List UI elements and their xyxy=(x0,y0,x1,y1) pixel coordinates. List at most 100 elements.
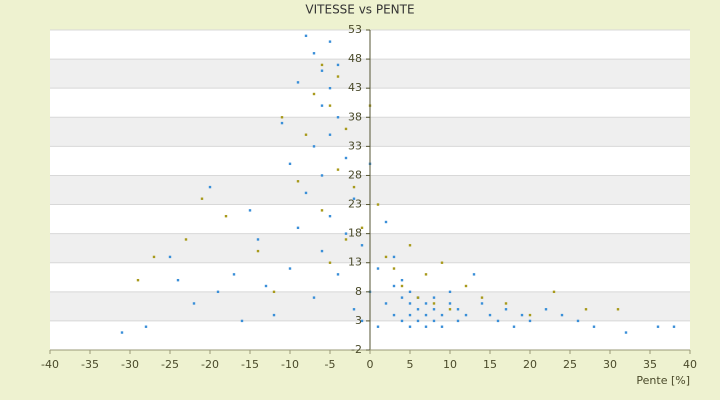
point xyxy=(488,313,492,317)
point xyxy=(320,249,324,253)
point xyxy=(384,302,388,305)
point xyxy=(336,116,340,119)
point xyxy=(136,278,140,282)
point xyxy=(384,255,388,259)
point xyxy=(240,319,244,323)
point xyxy=(448,308,452,311)
point xyxy=(264,284,268,288)
point xyxy=(424,313,428,317)
point xyxy=(512,325,516,328)
point xyxy=(328,40,332,43)
point xyxy=(360,244,364,247)
point xyxy=(272,313,276,317)
point xyxy=(320,209,324,212)
x-tick-label: -10 xyxy=(281,358,299,371)
point xyxy=(432,296,436,299)
point xyxy=(168,255,172,259)
point xyxy=(400,319,404,323)
point xyxy=(336,168,340,171)
point xyxy=(344,238,348,241)
point xyxy=(304,191,308,195)
point xyxy=(400,284,404,288)
point xyxy=(392,284,396,288)
point xyxy=(464,284,468,288)
point xyxy=(440,313,444,317)
point xyxy=(656,325,660,328)
point xyxy=(352,308,356,311)
point xyxy=(392,255,396,259)
point xyxy=(480,302,484,305)
y-tick-label: -2 xyxy=(351,343,362,356)
point xyxy=(456,308,460,311)
y-tick-label: 48 xyxy=(348,52,362,65)
point xyxy=(416,296,420,299)
y-tick-label: 28 xyxy=(348,168,362,181)
point xyxy=(416,308,420,311)
y-tick-label: 13 xyxy=(348,256,362,269)
point xyxy=(288,162,292,166)
y-tick-label: 3 xyxy=(355,314,362,327)
point xyxy=(320,63,324,67)
point xyxy=(280,116,284,119)
point xyxy=(304,133,308,136)
point xyxy=(352,185,356,189)
x-tick-label: -15 xyxy=(241,358,259,371)
point xyxy=(280,121,284,125)
point xyxy=(392,313,396,317)
point xyxy=(312,145,316,148)
point xyxy=(448,290,452,294)
point xyxy=(224,214,228,218)
point xyxy=(440,261,444,264)
point xyxy=(320,174,324,177)
point xyxy=(584,308,588,311)
point xyxy=(312,92,316,96)
point xyxy=(304,34,308,38)
point xyxy=(544,308,548,311)
point xyxy=(400,278,404,282)
point xyxy=(336,273,340,276)
point xyxy=(336,63,340,67)
x-tick-label: 15 xyxy=(483,358,497,371)
point xyxy=(296,226,300,230)
point xyxy=(520,313,524,317)
point xyxy=(456,319,460,323)
y-tick-label: 38 xyxy=(348,110,362,123)
point xyxy=(320,104,324,107)
point xyxy=(480,296,484,299)
point xyxy=(504,302,508,305)
point xyxy=(432,302,436,305)
x-tick-label: 25 xyxy=(563,358,577,371)
point xyxy=(496,319,500,323)
point xyxy=(360,226,364,230)
x-axis-label: Pente [%] xyxy=(636,374,690,387)
point xyxy=(408,290,412,294)
point xyxy=(344,127,348,131)
point xyxy=(616,308,620,311)
point xyxy=(248,209,252,212)
point xyxy=(360,319,364,323)
point xyxy=(448,302,452,305)
y-tick-label: 18 xyxy=(348,227,362,240)
x-tick-label: -40 xyxy=(41,358,59,371)
point xyxy=(552,290,556,294)
point xyxy=(528,319,532,323)
point xyxy=(408,325,412,328)
point xyxy=(192,302,196,305)
y-tick-label: 8 xyxy=(355,285,362,298)
point xyxy=(376,325,380,328)
point xyxy=(144,325,148,328)
point xyxy=(432,319,436,323)
point xyxy=(416,319,420,323)
point xyxy=(200,197,204,200)
point xyxy=(328,86,332,90)
point xyxy=(152,255,156,259)
point xyxy=(672,325,676,328)
point xyxy=(296,180,300,183)
point xyxy=(408,302,412,305)
point xyxy=(296,81,300,84)
x-tick-label: -30 xyxy=(121,358,139,371)
point xyxy=(328,214,332,218)
point xyxy=(216,290,220,294)
point xyxy=(328,261,332,264)
